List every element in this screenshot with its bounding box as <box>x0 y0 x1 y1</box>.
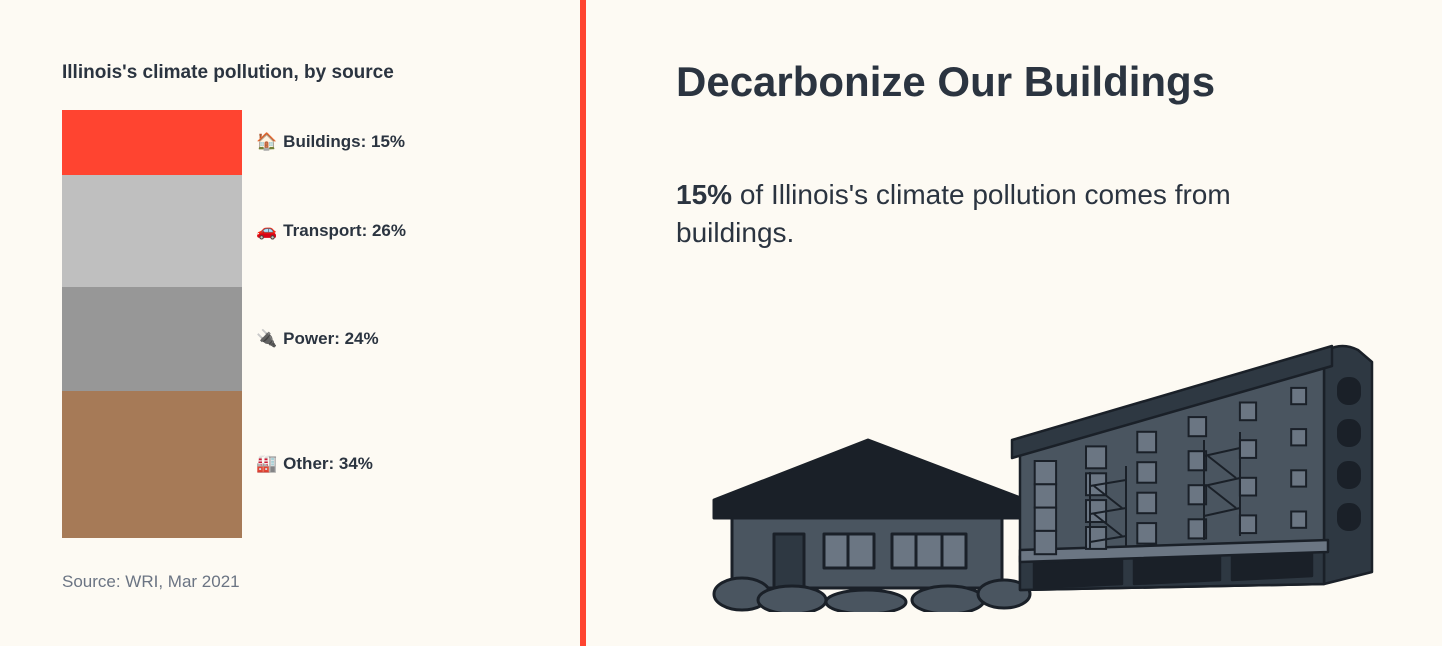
stacked-bar-chart: 🏠 Buildings: 15% 🚗 Transport: 26% 🔌 Power: 24… <box>62 110 540 538</box>
chart-segment <box>62 110 242 175</box>
chart-label-icon: 🏠 <box>256 132 277 152</box>
chart-bar <box>62 110 242 538</box>
chart-label-row: 🏭 Other: 34% <box>256 391 406 538</box>
chart-label-icon: 🚗 <box>256 221 277 241</box>
chart-label-text: Other: 34% <box>283 454 373 474</box>
right-panel: Decarbonize Our Buildings 15% of Illinoi… <box>586 0 1442 646</box>
body-lead-percent: 15% <box>676 179 732 210</box>
chart-label-text: Power: 24% <box>283 329 378 349</box>
chart-label-text: Buildings: 15% <box>283 132 405 152</box>
chart-label-row: 🔌 Power: 24% <box>256 287 406 391</box>
body-text: 15% of Illinois's climate pollution come… <box>676 176 1356 252</box>
left-panel: Illinois's climate pollution, by source … <box>0 0 580 646</box>
chart-label-row: 🚗 Transport: 26% <box>256 175 406 287</box>
headline: Decarbonize Our Buildings <box>676 58 1382 106</box>
chart-label-row: 🏠 Buildings: 15% <box>256 110 406 175</box>
chart-label-text: Transport: 26% <box>283 221 406 241</box>
chart-labels: 🏠 Buildings: 15% 🚗 Transport: 26% 🔌 Power: 24… <box>256 110 406 538</box>
chart-segment <box>62 391 242 538</box>
chart-title: Illinois's climate pollution, by source <box>62 62 540 84</box>
chart-segment <box>62 175 242 287</box>
apartment-icon <box>972 322 1392 622</box>
illustration-area <box>676 312 1402 622</box>
body-remainder: of Illinois's climate pollution comes fr… <box>676 179 1231 248</box>
chart-source: Source: WRI, Mar 2021 <box>62 572 540 592</box>
chart-label-icon: 🏭 <box>256 454 277 474</box>
chart-label-icon: 🔌 <box>256 329 277 349</box>
chart-segment <box>62 287 242 391</box>
